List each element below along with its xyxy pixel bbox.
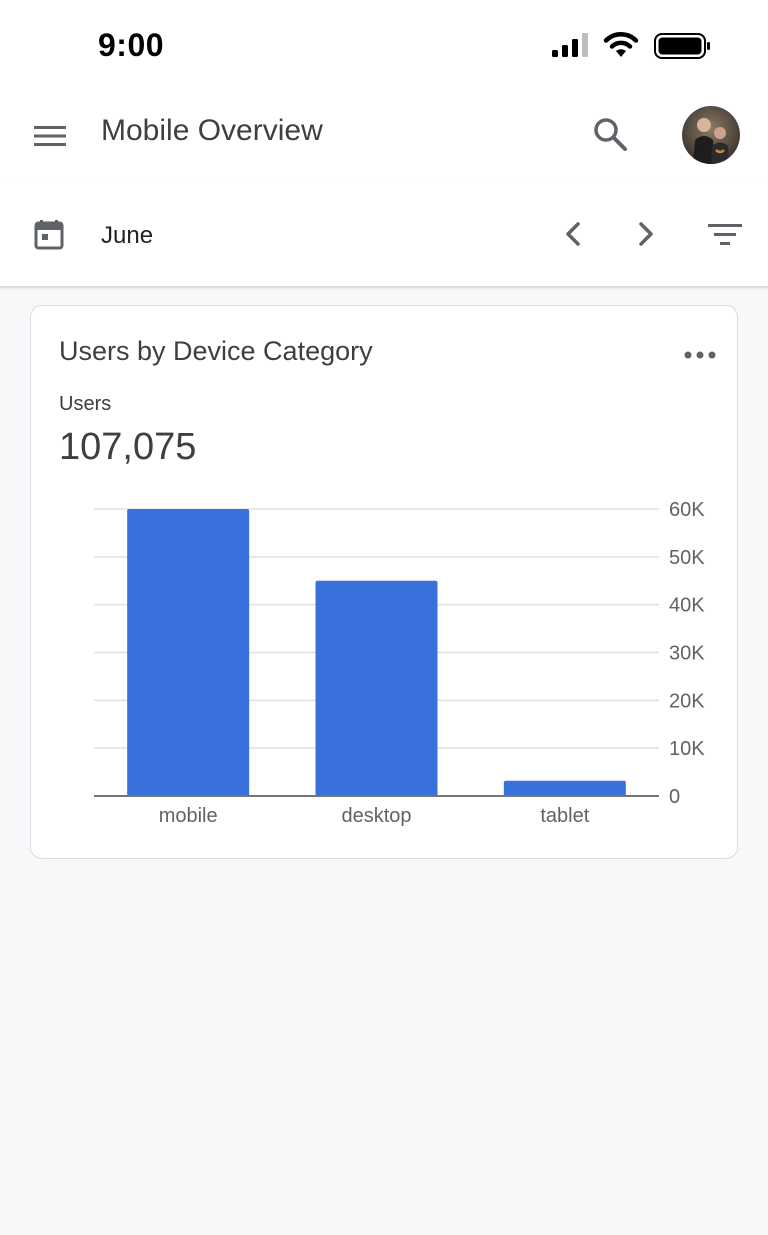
date-bar: June bbox=[0, 184, 768, 288]
chevron-right-icon[interactable] bbox=[630, 216, 662, 252]
metric-label: Users bbox=[59, 393, 112, 415]
status-bar: 9:00 bbox=[0, 0, 768, 92]
filter-icon[interactable] bbox=[706, 220, 744, 250]
metric-value: 107,075 bbox=[59, 426, 197, 468]
bar-tablet bbox=[503, 780, 626, 796]
x-tick-label: tablet bbox=[540, 805, 589, 827]
y-tick-label: 20K bbox=[669, 690, 705, 712]
cellular-signal-icon bbox=[552, 33, 588, 57]
avatar[interactable] bbox=[682, 106, 740, 164]
calendar-icon[interactable] bbox=[34, 218, 66, 250]
y-tick-label: 50K bbox=[669, 547, 705, 569]
card-title: Users by Device Category bbox=[59, 336, 373, 366]
users-by-device-card: Users by Device Category Users 107,075 0… bbox=[30, 305, 738, 859]
app-bar: Mobile Overview bbox=[0, 92, 768, 184]
hamburger-menu-icon[interactable] bbox=[34, 120, 66, 152]
bar-chart: 0 10K 20K 30K 40K 50K 60K mobile desktop tablet bbox=[94, 499, 705, 827]
bar-desktop bbox=[315, 580, 438, 796]
y-tick-label: 40K bbox=[669, 595, 705, 617]
page-title: Mobile Overview bbox=[101, 114, 323, 147]
y-tick-label: 60K bbox=[669, 499, 705, 521]
x-tick-label: desktop bbox=[341, 805, 411, 827]
x-tick-label: mobile bbox=[159, 805, 218, 827]
battery-icon bbox=[654, 33, 710, 59]
status-icons bbox=[552, 30, 712, 62]
status-time: 9:00 bbox=[98, 27, 165, 63]
chevron-left-icon[interactable] bbox=[558, 216, 590, 252]
more-horizontal-icon[interactable] bbox=[683, 346, 717, 364]
bar-mobile bbox=[127, 509, 250, 796]
search-icon[interactable] bbox=[592, 116, 628, 152]
y-tick-label: 10K bbox=[669, 738, 705, 760]
y-tick-label: 30K bbox=[669, 643, 705, 665]
wifi-icon bbox=[603, 32, 639, 57]
date-range-label[interactable]: June bbox=[101, 222, 154, 249]
y-tick-label: 0 bbox=[669, 786, 680, 808]
